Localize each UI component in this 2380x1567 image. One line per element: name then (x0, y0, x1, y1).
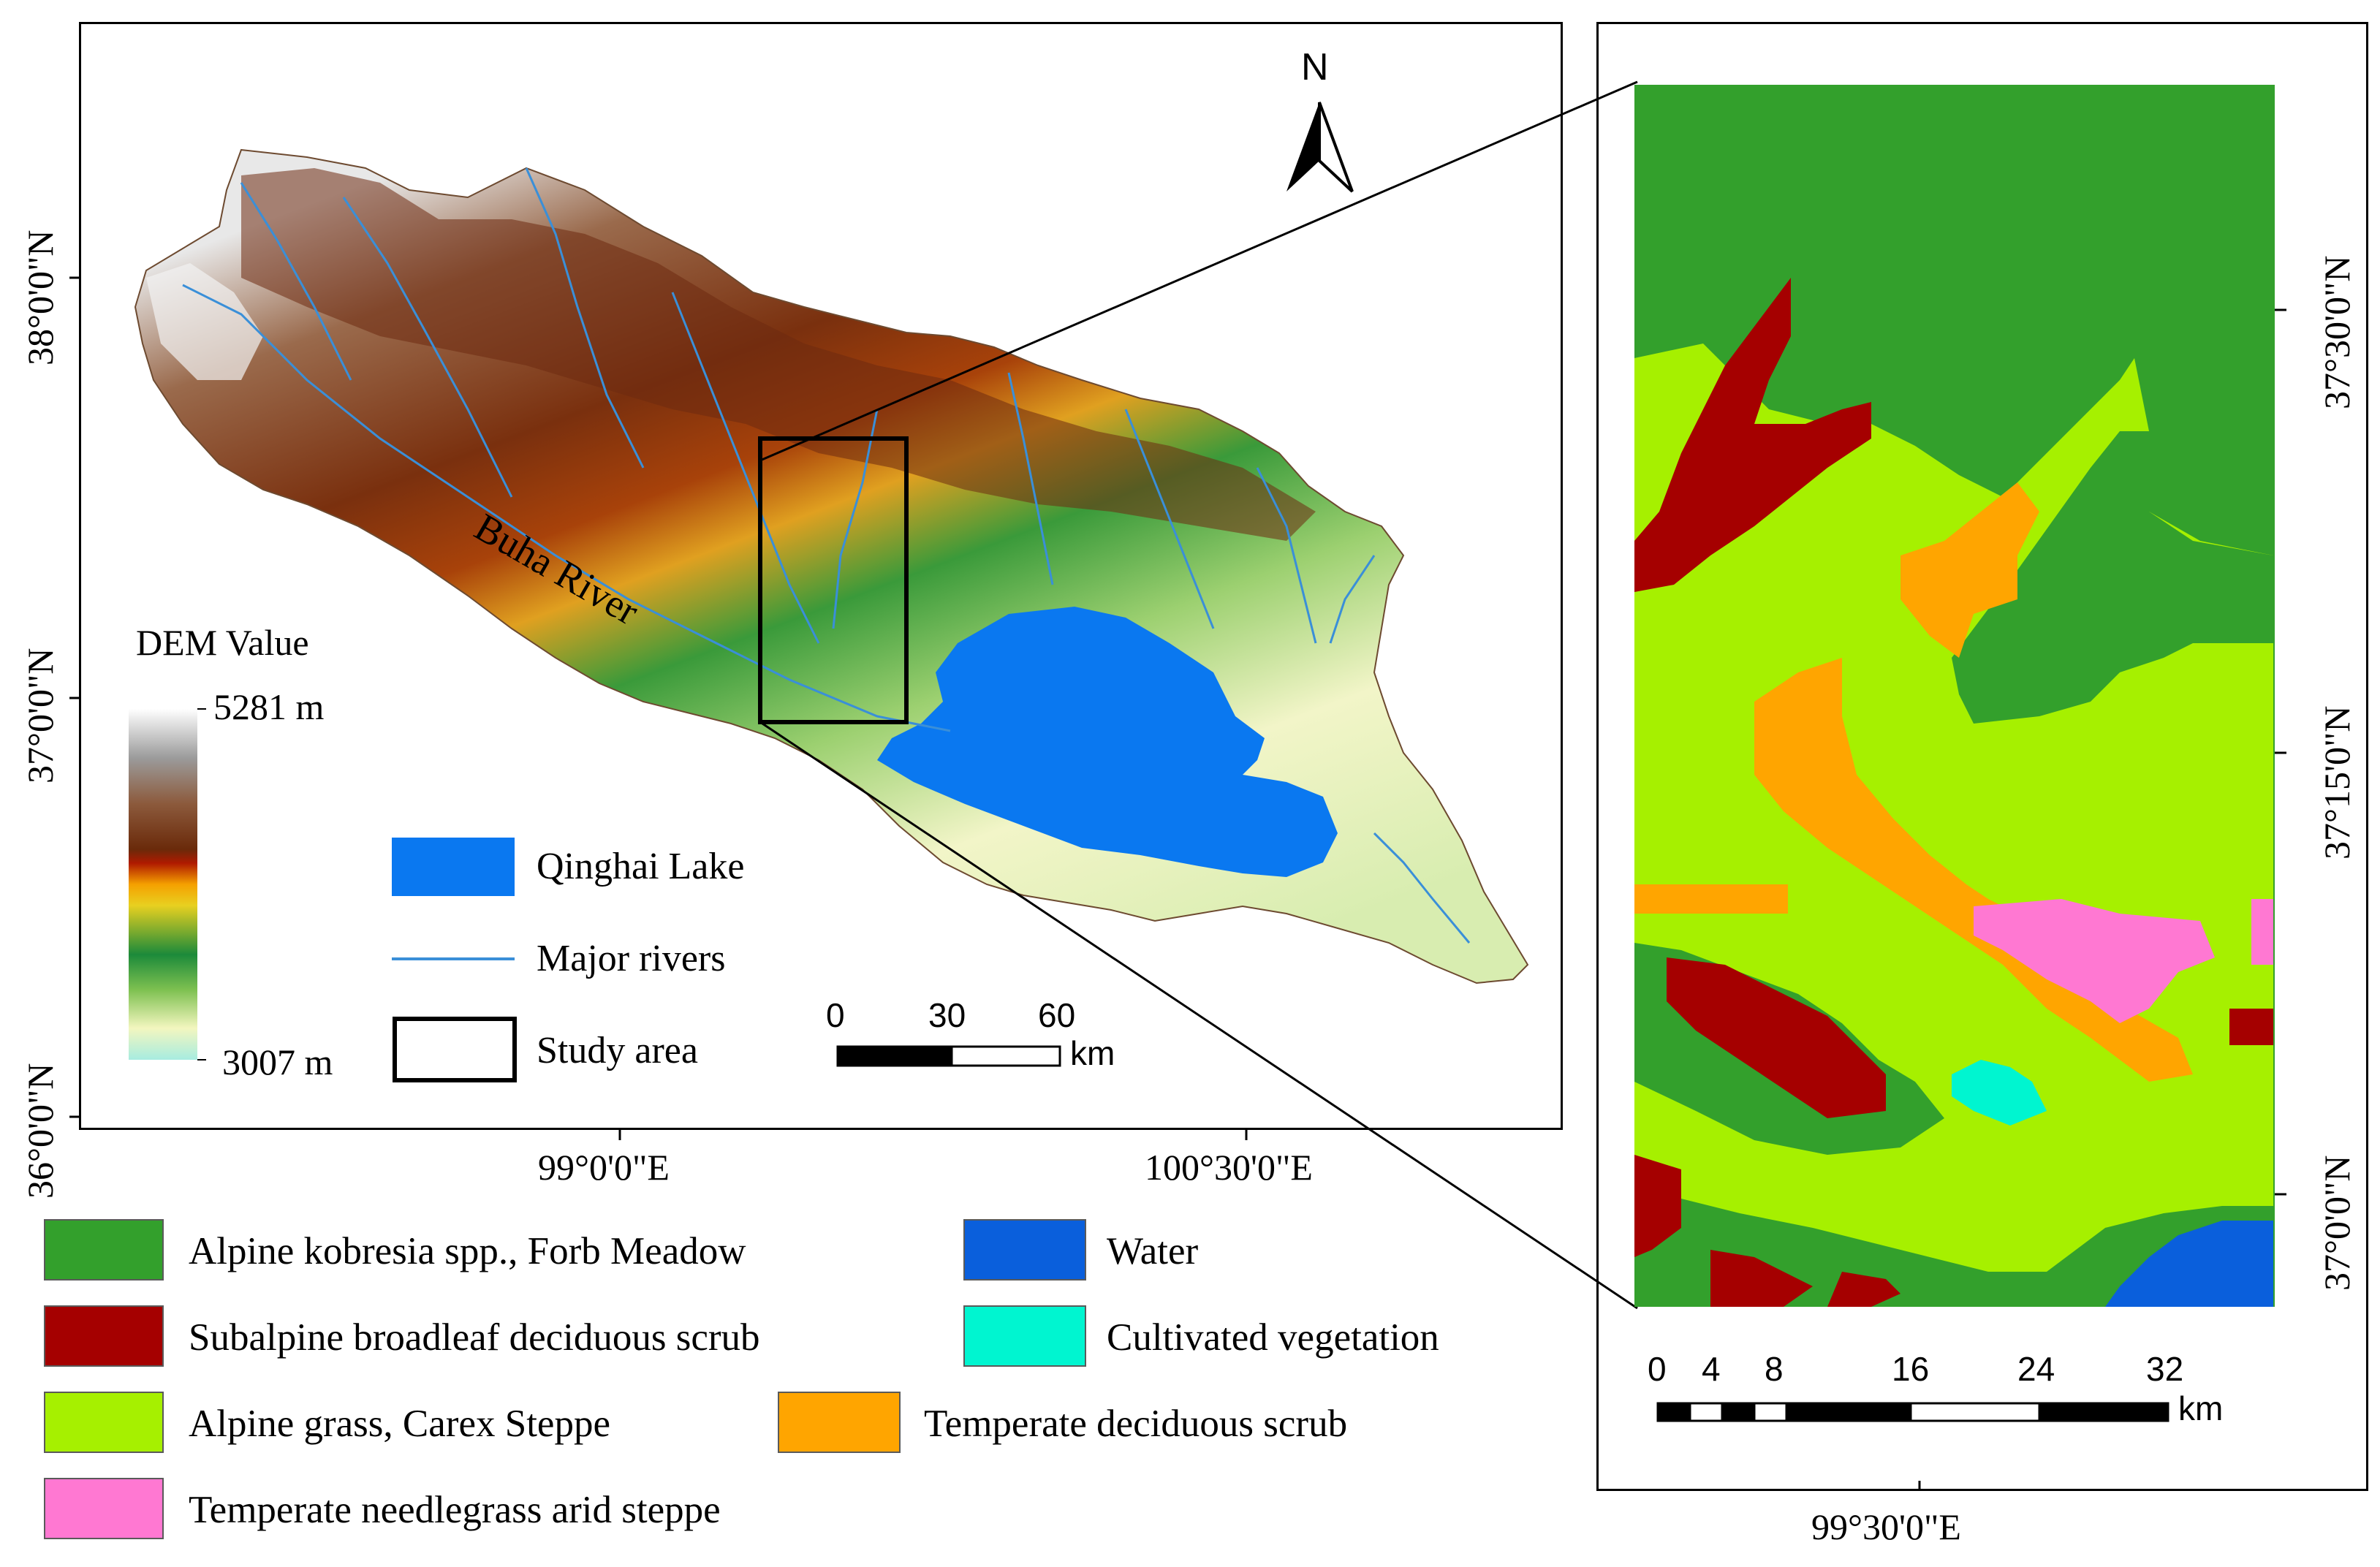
main-lon-label-100-30: 100°30'0"E (1145, 1147, 1313, 1188)
inset-lat-label-37-15: 37°15'0"N (2316, 705, 2357, 860)
inset-lon-label: 99°30'0"E (1811, 1506, 1961, 1547)
inset-scale-unit: km (2178, 1389, 2224, 1427)
main-lat-label-38: 38°0'0"N (20, 229, 61, 365)
study-area-rect (758, 436, 909, 724)
connector-top (759, 80, 1638, 462)
study-area-legend-label: Study area (537, 1030, 698, 1071)
main-lat-label-37: 37°0'0"N (20, 648, 61, 784)
veg-swatch-cultivated (963, 1305, 1086, 1367)
main-scale-tick-0: 0 (826, 996, 845, 1034)
north-arrow-icon (1286, 102, 1354, 193)
north-label: N (1301, 46, 1329, 88)
inset-scale-tick-24: 24 (2017, 1350, 2055, 1388)
inset-scale-bar (1656, 1402, 2169, 1422)
inset-map-frame (1596, 22, 2368, 1491)
dem-colorbar-ticks (197, 708, 206, 1061)
veg-swatch-water (963, 1219, 1086, 1280)
inset-scale-tick-4: 4 (1702, 1350, 1721, 1388)
main-scale-tick-30: 30 (928, 996, 966, 1034)
veg-swatch-deciduous-scrub (778, 1392, 901, 1453)
veg-swatch-subalpine-scrub (44, 1305, 164, 1367)
inset-lat-label-37-0: 37°0'0"N (2316, 1155, 2357, 1291)
connector-bottom (759, 721, 1638, 1310)
veg-label-water: Water (1107, 1230, 1199, 1272)
main-scale-bar (836, 1045, 1061, 1067)
lake-legend-label: Qinghai Lake (537, 846, 745, 887)
veg-label-deciduous-scrub: Temperate deciduous scrub (924, 1403, 1348, 1445)
veg-label-cultivated: Cultivated vegetation (1107, 1316, 1439, 1359)
inset-scale-tick-16: 16 (1892, 1350, 1930, 1388)
inset-scale-tick-0: 0 (1648, 1350, 1667, 1388)
lake-legend-swatch (392, 838, 515, 896)
main-scale-unit: km (1070, 1034, 1115, 1072)
dem-min-label: 3007 m (222, 1041, 333, 1082)
veg-label-needlegrass-steppe: Temperate needlegrass arid steppe (189, 1489, 721, 1531)
snow-peaks (146, 263, 263, 380)
northern-ranges (241, 168, 1316, 541)
major-rivers (182, 167, 1471, 944)
veg-label-alpine-meadow: Alpine kobresia spp., Forb Meadow (189, 1230, 746, 1272)
veg-swatch-needlegrass-steppe (44, 1478, 164, 1539)
veg-swatch-alpine-meadow (44, 1219, 164, 1280)
inset-scale-tick-8: 8 (1765, 1350, 1784, 1388)
inset-scale-tick-32: 32 (2146, 1350, 2184, 1388)
main-scale-tick-60: 60 (1038, 996, 1076, 1034)
dem-legend-title: DEM Value (136, 622, 309, 663)
rivers-legend-label: Major rivers (537, 938, 726, 979)
qinghai-lake (877, 607, 1338, 877)
main-lon-label-99: 99°0'0"E (538, 1147, 670, 1188)
dem-max-label: 5281 m (213, 686, 325, 727)
veg-label-subalpine-scrub: Subalpine broadleaf deciduous scrub (189, 1316, 760, 1359)
study-area-legend-box (393, 1017, 517, 1082)
veg-swatch-alpine-steppe (44, 1392, 164, 1453)
dem-colorbar (129, 709, 197, 1060)
veg-label-alpine-steppe: Alpine grass, Carex Steppe (189, 1403, 610, 1445)
main-lat-label-36: 36°0'0"N (20, 1063, 61, 1199)
main-graticule-ticks (69, 276, 1248, 1140)
main-map-frame (79, 22, 1563, 1130)
inset-lat-label-37-30: 37°30'0"N (2316, 255, 2357, 409)
inset-vegetation-map (1634, 85, 2275, 1307)
